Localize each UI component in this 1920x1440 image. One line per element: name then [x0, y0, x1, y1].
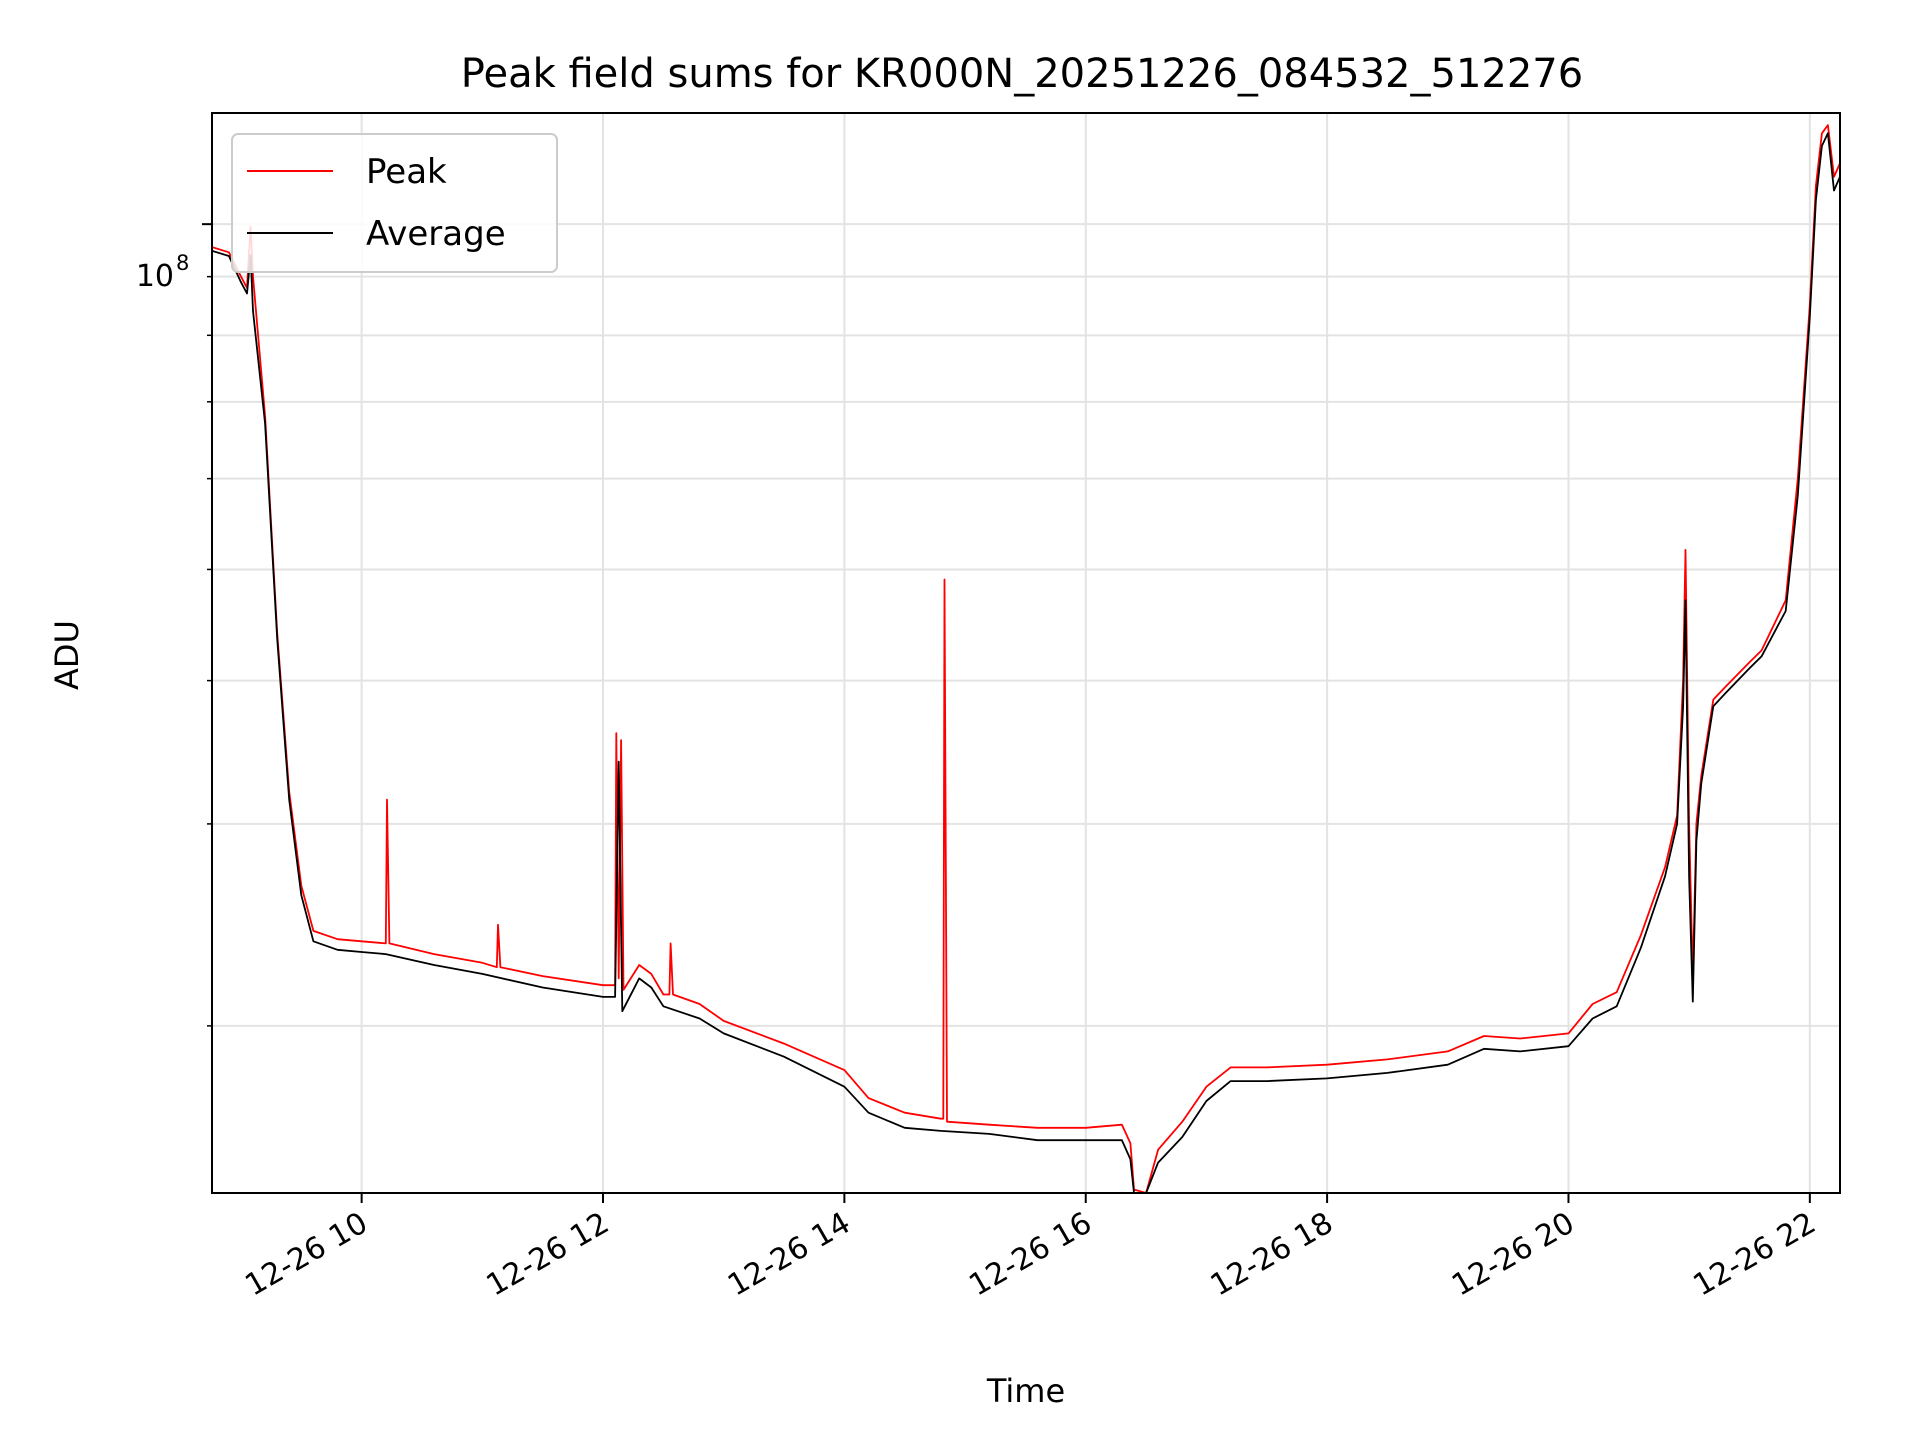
x-axis-label: Time — [986, 1372, 1065, 1410]
legend: Peak Average — [231, 133, 558, 273]
y-axis — [202, 223, 212, 1027]
y-axis-label: ADU — [48, 620, 86, 690]
series-group — [212, 124, 1840, 1193]
legend-label-peak: Peak — [366, 152, 447, 192]
plot-frame — [211, 112, 1841, 1194]
chart-title: Peak field sums for KR000N_20251226_0845… — [461, 51, 1583, 97]
y-tick-label-base: 10 — [136, 259, 174, 294]
series-line-average — [212, 132, 1840, 1193]
legend-label-average: Average — [366, 214, 506, 254]
y-tick-label-1e8: 10 8 — [136, 251, 190, 294]
legend-box — [231, 133, 558, 273]
y-tick-label-exponent: 8 — [176, 251, 189, 275]
